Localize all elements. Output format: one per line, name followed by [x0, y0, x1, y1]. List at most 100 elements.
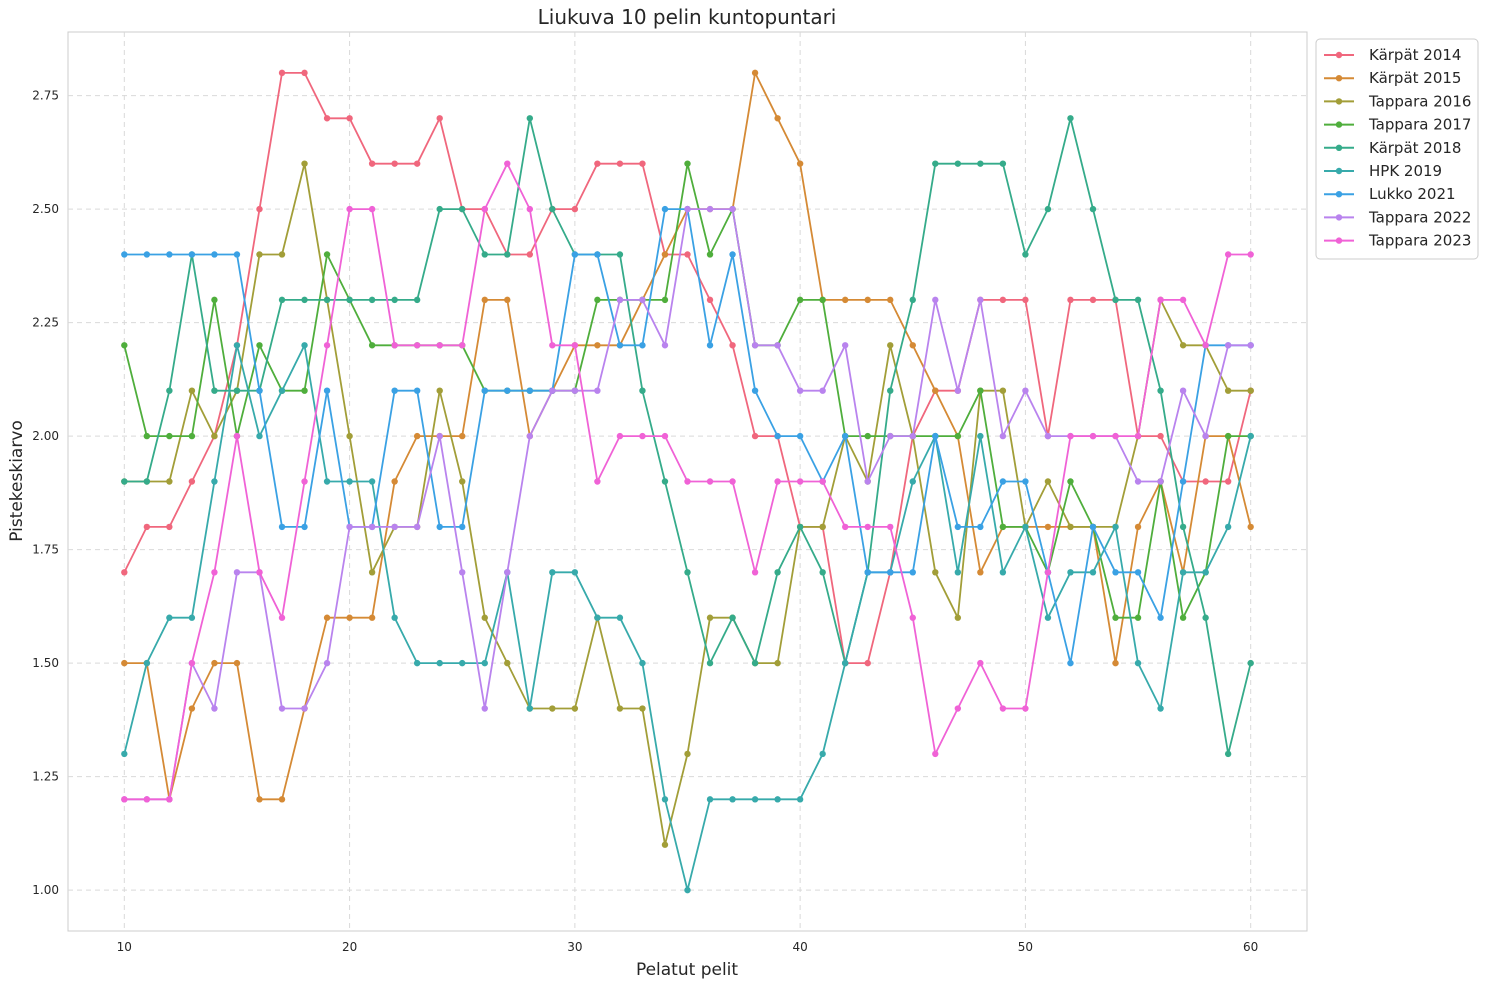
data-point	[436, 523, 443, 531]
data-point	[526, 205, 534, 213]
legend-marker	[1335, 191, 1343, 198]
data-point	[413, 523, 421, 531]
data-point	[661, 296, 669, 304]
data-point	[864, 569, 871, 576]
data-point	[729, 614, 736, 621]
data-point	[1134, 523, 1142, 531]
data-point	[1044, 569, 1052, 576]
data-point	[1157, 614, 1164, 621]
data-point	[481, 205, 488, 213]
data-point	[166, 432, 173, 440]
data-point	[841, 342, 849, 349]
data-point	[413, 342, 421, 349]
data-point	[504, 251, 511, 258]
data-point	[616, 251, 624, 258]
legend-item: Lukko 2021	[1324, 185, 1456, 203]
data-point	[774, 659, 781, 667]
data-point	[233, 251, 241, 258]
data-point	[504, 659, 511, 667]
data-point	[1022, 478, 1029, 485]
series-hpk-2019	[121, 342, 1254, 894]
data-point	[459, 659, 466, 667]
data-point	[954, 569, 962, 576]
data-point	[436, 432, 443, 440]
data-point	[323, 342, 331, 349]
data-point	[1089, 432, 1097, 440]
data-point	[1067, 432, 1074, 440]
legend-marker	[1335, 214, 1343, 221]
data-point	[977, 659, 984, 667]
data-point	[323, 659, 331, 667]
data-point	[459, 478, 466, 485]
data-point	[391, 523, 398, 531]
x-tick-label: 50	[1018, 940, 1033, 954]
data-point	[459, 432, 466, 440]
axis-ticks: 10 20 30 40 50 60 1.00 1.25 1.50 1.75 2.00 2.25 2.50…	[32, 89, 1258, 954]
data-point	[1247, 432, 1254, 440]
data-point	[391, 342, 398, 349]
data-point	[864, 659, 871, 667]
data-point	[684, 750, 691, 758]
data-point	[143, 659, 151, 667]
legend-item: Kärpät 2018	[1324, 139, 1461, 157]
data-point	[954, 705, 962, 712]
data-point	[1157, 705, 1164, 712]
data-point	[887, 569, 894, 576]
legend-marker	[1335, 121, 1343, 128]
data-point	[211, 432, 218, 440]
data-point	[323, 614, 331, 621]
data-point	[278, 251, 286, 258]
data-point	[1157, 478, 1164, 485]
data-point	[954, 432, 962, 440]
data-point	[774, 478, 781, 485]
data-point	[504, 387, 511, 394]
data-point	[368, 523, 376, 531]
data-point	[549, 205, 556, 213]
x-tick-label: 60	[1243, 940, 1258, 954]
data-point	[256, 251, 263, 258]
data-point	[819, 478, 826, 485]
data-point	[188, 251, 196, 258]
data-point	[301, 478, 308, 485]
data-point	[323, 115, 331, 122]
data-point	[391, 296, 398, 304]
data-point	[932, 750, 939, 758]
data-point	[301, 523, 308, 531]
y-tick-label: 1.00	[32, 883, 59, 897]
data-point	[1022, 387, 1029, 394]
legend-label: Kärpät 2015	[1369, 69, 1461, 87]
data-point	[413, 432, 421, 440]
data-point	[661, 251, 669, 258]
data-point	[436, 205, 443, 213]
data-point	[616, 614, 624, 621]
data-point	[706, 478, 714, 485]
data-point	[751, 659, 759, 667]
data-point	[999, 387, 1007, 394]
data-point	[887, 523, 894, 531]
data-point	[481, 251, 488, 258]
data-point	[526, 115, 534, 122]
data-point	[796, 796, 804, 803]
data-point	[774, 432, 781, 440]
data-point	[549, 342, 556, 349]
legend-label: Kärpät 2018	[1369, 139, 1461, 157]
x-axis-title: Pelatut pelit	[636, 960, 738, 980]
legend-label: HPK 2019	[1369, 162, 1442, 180]
data-point	[594, 478, 601, 485]
data-point	[413, 387, 421, 394]
data-point	[1179, 478, 1187, 485]
data-point	[413, 160, 421, 167]
data-point	[639, 387, 646, 394]
legend-label: Lukko 2021	[1369, 185, 1456, 203]
data-point	[166, 523, 173, 531]
data-point	[864, 523, 871, 531]
data-point	[999, 705, 1007, 712]
data-point	[1112, 659, 1119, 667]
data-point	[121, 478, 128, 485]
data-point	[796, 432, 804, 440]
data-point	[549, 387, 556, 394]
data-point	[1179, 342, 1187, 349]
data-point	[413, 659, 421, 667]
data-point	[188, 659, 196, 667]
